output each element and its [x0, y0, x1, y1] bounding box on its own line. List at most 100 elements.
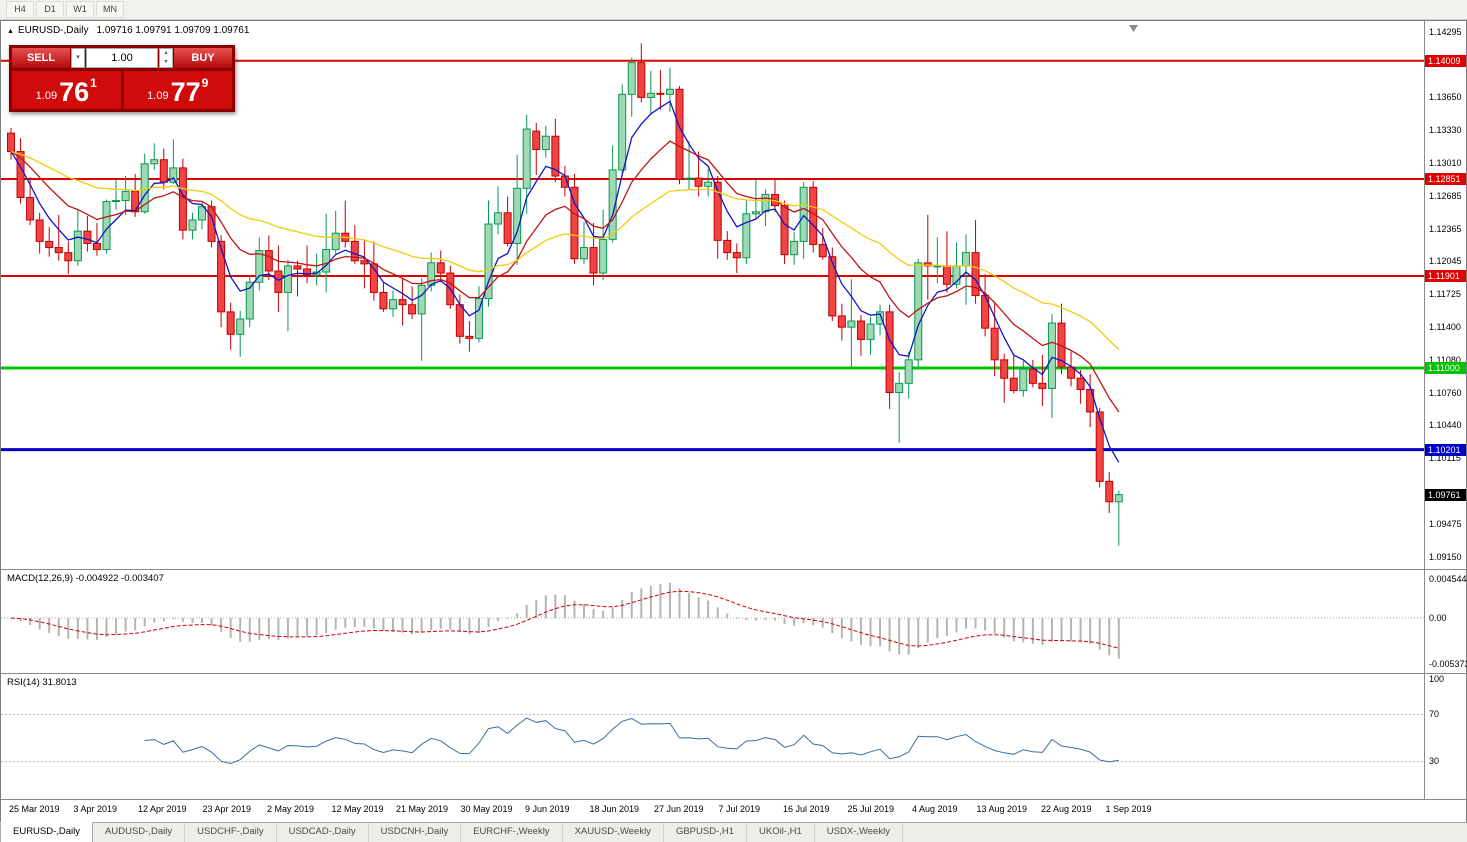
- timeframe-button-w1[interactable]: W1: [66, 1, 94, 18]
- candle-body[interactable]: [866, 323, 875, 340]
- candle-body[interactable]: [732, 252, 741, 259]
- candle-body[interactable]: [274, 270, 283, 293]
- candle-body[interactable]: [694, 177, 703, 187]
- candle-body[interactable]: [474, 298, 483, 339]
- candle-body[interactable]: [541, 135, 550, 150]
- candle-body[interactable]: [217, 240, 226, 313]
- candle-body[interactable]: [73, 230, 82, 262]
- tab-usdx-weekly[interactable]: USDX-,Weekly: [815, 823, 903, 842]
- timeframe-button-mn[interactable]: MN: [96, 1, 124, 18]
- candle-body[interactable]: [264, 250, 273, 272]
- candle-body[interactable]: [761, 193, 770, 213]
- candle-body[interactable]: [847, 320, 856, 328]
- candle-body[interactable]: [589, 247, 598, 274]
- candle-body[interactable]: [293, 265, 302, 270]
- candle-body[interactable]: [140, 163, 149, 213]
- candle-body[interactable]: [1028, 368, 1037, 384]
- candle-body[interactable]: [1038, 382, 1047, 389]
- candle-body[interactable]: [245, 281, 254, 320]
- tab-ukoil-h1[interactable]: UKOil-,H1: [747, 823, 815, 842]
- candle-body[interactable]: [723, 239, 732, 254]
- candle-body[interactable]: [627, 62, 636, 95]
- candle-body[interactable]: [1095, 411, 1104, 482]
- lot-dropdown-arrow-icon[interactable]: ▾: [71, 48, 85, 68]
- candle-body[interactable]: [876, 311, 885, 325]
- candle-body[interactable]: [570, 186, 579, 260]
- candle-body[interactable]: [895, 382, 904, 394]
- candle-body[interactable]: [92, 242, 101, 251]
- candle-body[interactable]: [799, 186, 808, 242]
- candle-body[interactable]: [1047, 322, 1056, 389]
- timeframe-button-d1[interactable]: D1: [36, 1, 64, 18]
- candle-body[interactable]: [551, 135, 560, 177]
- buy-button[interactable]: BUY: [174, 48, 232, 68]
- candle-body[interactable]: [522, 128, 531, 189]
- candle-body[interactable]: [169, 167, 178, 183]
- candle-body[interactable]: [904, 359, 913, 384]
- candle-body[interactable]: [226, 311, 235, 335]
- candle-body[interactable]: [45, 240, 54, 249]
- tab-usdchf-daily[interactable]: USDCHF-,Daily: [185, 823, 277, 842]
- candle-body[interactable]: [484, 223, 493, 300]
- candle-body[interactable]: [283, 265, 292, 293]
- candle-body[interactable]: [331, 232, 340, 251]
- candle-body[interactable]: [398, 299, 407, 306]
- candle-body[interactable]: [389, 299, 397, 310]
- candle-body[interactable]: [837, 315, 846, 328]
- candle-body[interactable]: [350, 240, 359, 262]
- macd-panel-separator[interactable]: [1, 569, 1466, 570]
- candle-body[interactable]: [942, 265, 951, 285]
- tab-audusd-daily[interactable]: AUDUSD-,Daily: [93, 823, 186, 842]
- candle-body[interactable]: [322, 249, 331, 273]
- candle-body[interactable]: [112, 200, 121, 203]
- candle-body[interactable]: [188, 219, 197, 231]
- macd-indicator-chart[interactable]: [1, 570, 1424, 673]
- candle-body[interactable]: [379, 291, 388, 310]
- candle-body[interactable]: [150, 159, 159, 165]
- candle-body[interactable]: [780, 205, 789, 256]
- tab-eurchf-weekly[interactable]: EURCHF-,Weekly: [461, 823, 563, 842]
- candle-body[interactable]: [637, 62, 646, 98]
- candle-body[interactable]: [64, 252, 73, 262]
- tab-usdcnh-daily[interactable]: USDCNH-,Daily: [369, 823, 462, 842]
- timeframe-button-h4[interactable]: H4: [6, 1, 34, 18]
- candle-body[interactable]: [704, 181, 713, 187]
- candle-body[interactable]: [962, 252, 970, 267]
- candle-body[interactable]: [436, 262, 445, 274]
- candle-body[interactable]: [1105, 480, 1114, 503]
- spinner-down-icon[interactable]: ▾: [164, 59, 168, 65]
- chart-window[interactable]: ▲ EURUSD-,Daily 1.09716 1.09791 1.09709 1.…: [0, 20, 1467, 823]
- candle-body[interactable]: [599, 238, 608, 274]
- candle-body[interactable]: [665, 88, 674, 95]
- candle-body[interactable]: [713, 181, 722, 241]
- candle-body[interactable]: [83, 230, 92, 244]
- candle-body[interactable]: [303, 268, 312, 276]
- candle-body[interactable]: [198, 206, 206, 221]
- tab-eurusd-daily[interactable]: EURUSD-,Daily: [0, 822, 94, 842]
- bid-price-box[interactable]: 1.09 76 1: [12, 71, 121, 109]
- candle-body[interactable]: [465, 335, 474, 339]
- candle-body[interactable]: [933, 265, 942, 268]
- candle-body[interactable]: [1009, 377, 1018, 391]
- rsi-panel-separator[interactable]: [1, 673, 1466, 674]
- candle-body[interactable]: [790, 240, 799, 256]
- candle-body[interactable]: [656, 92, 665, 95]
- candle-body[interactable]: [7, 132, 15, 153]
- candle-body[interactable]: [513, 187, 522, 244]
- candle-body[interactable]: [885, 311, 894, 394]
- candle-body[interactable]: [255, 250, 264, 283]
- candle-body[interactable]: [54, 247, 63, 254]
- candle-body[interactable]: [971, 252, 980, 297]
- candle-body[interactable]: [121, 190, 130, 202]
- candle-body[interactable]: [580, 247, 588, 260]
- candle-body[interactable]: [26, 196, 35, 221]
- candle-body[interactable]: [914, 262, 923, 361]
- candle-body[interactable]: [360, 260, 369, 265]
- candle-body[interactable]: [923, 262, 932, 267]
- candle-body[interactable]: [856, 320, 865, 340]
- candle-body[interactable]: [685, 177, 694, 180]
- lot-size-input[interactable]: 1.00: [86, 48, 158, 68]
- tab-xauusd-weekly[interactable]: XAUUSD-,Weekly: [563, 823, 664, 842]
- candle-body[interactable]: [990, 327, 999, 361]
- spinner-up-icon[interactable]: ▴: [164, 50, 168, 56]
